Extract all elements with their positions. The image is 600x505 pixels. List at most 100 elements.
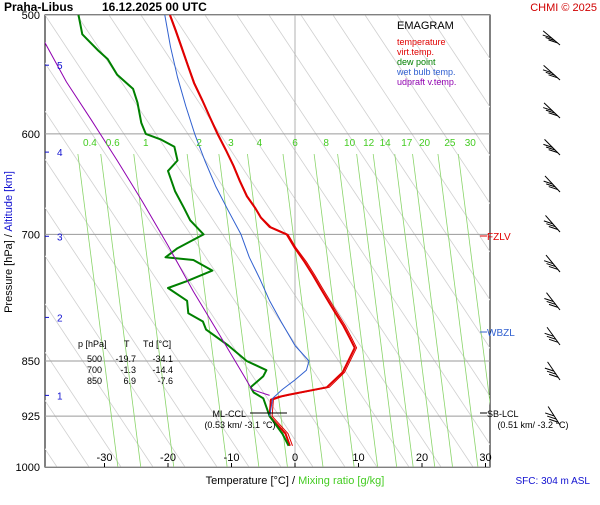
- temperature-tick-label: 30: [479, 452, 491, 464]
- mixing-ratio-label: 4: [257, 138, 263, 149]
- sb-lcl-label: SB-LCL: [487, 409, 519, 419]
- adiabat-line: [108, 15, 410, 467]
- wind-barb: [543, 139, 561, 156]
- altitude-tick-label: 5: [57, 61, 63, 72]
- series-dew-point-line: [77, 15, 290, 447]
- adiabat-line: [236, 15, 490, 397]
- table-cell: -14.4: [152, 365, 173, 375]
- table-cell: -1.3: [120, 365, 136, 375]
- table-header-p: p [hPa]: [78, 339, 107, 349]
- wind-barb: [542, 64, 561, 81]
- legend-item: temperature: [397, 37, 446, 47]
- series-wet-bulb-temp-line: [164, 15, 310, 417]
- mixing-ratio-label: 20: [419, 138, 431, 149]
- wind-barb: [544, 292, 561, 311]
- level-annotations: FZLV WBZL ML-CCL (0.53 km/ -3.1 °C) SB-L…: [204, 232, 568, 430]
- legend-item: wet bulb temp.: [396, 67, 456, 77]
- adiabat-line: [45, 207, 218, 467]
- legend-item: dew point: [397, 57, 436, 67]
- wind-barb: [543, 175, 561, 193]
- pressure-tick-label: 500: [22, 10, 40, 22]
- mixing-ratio-label: 6: [292, 138, 298, 149]
- series-udpraft-v-temp-line: [45, 41, 270, 396]
- adiabat-line: [45, 255, 186, 467]
- temperature-tick-label: 0: [292, 452, 298, 464]
- mixing-ratio-line: [100, 153, 142, 467]
- series-virt-temp-line: [170, 15, 358, 446]
- adiabat-line: [557, 15, 600, 467]
- adiabat-line: [45, 303, 154, 467]
- adiabat-line: [76, 15, 378, 467]
- mixing-ratio-line: [337, 153, 379, 467]
- temperature-tick-label: 20: [416, 452, 428, 464]
- adiabat-line: [45, 158, 250, 467]
- fzlv-label: FZLV: [487, 232, 511, 243]
- adiabat-line: [204, 15, 490, 446]
- mixing-ratio-line: [412, 153, 453, 467]
- adiabat-line: [589, 15, 600, 467]
- adiabat-line: [364, 15, 490, 205]
- wind-barb: [543, 215, 561, 233]
- altitude-tick-label: 1: [57, 391, 63, 402]
- table-header-td: Td [°C]: [143, 339, 171, 349]
- mixing-ratio-label: 14: [380, 138, 392, 149]
- pressure-tick-label: 600: [22, 129, 40, 141]
- table-cell: 700: [87, 365, 102, 375]
- mixing-ratio-label: 0.4: [83, 138, 97, 149]
- adiabat-line: [45, 351, 122, 467]
- adiabat-line: [396, 15, 490, 156]
- mixing-ratio-line: [394, 153, 436, 467]
- station-name: Praha-Libus: [4, 0, 74, 14]
- wind-barb: [543, 254, 561, 273]
- adiabat-line: [268, 15, 490, 349]
- adiabat-line: [428, 15, 490, 108]
- mixing-ratio-label: 0.6: [106, 138, 120, 149]
- pressure-tick-label: 700: [22, 229, 40, 241]
- adiabat-line: [332, 15, 490, 253]
- sounding-series: [45, 15, 358, 447]
- legend-item: udpraft v.temp.: [397, 77, 456, 87]
- wind-barb: [545, 406, 561, 426]
- temperature-tick-label: -30: [97, 452, 113, 464]
- mixing-ratio-line: [356, 153, 398, 467]
- wind-barb: [542, 30, 561, 46]
- temperature-tick-label: -10: [224, 452, 240, 464]
- table-cell: -7.6: [157, 376, 173, 386]
- wind-barb: [544, 326, 561, 346]
- table-cell: 850: [87, 376, 102, 386]
- mixing-ratio-line: [457, 153, 490, 406]
- surface-elevation-note: SFC: 304 m ASL: [516, 476, 591, 487]
- wind-barb: [544, 361, 561, 381]
- adiabat-line: [172, 15, 474, 467]
- table-cell: 500: [87, 354, 102, 364]
- mixing-ratio-label: 17: [401, 138, 413, 149]
- altitude-tick-label: 2: [57, 313, 63, 324]
- mixing-ratio-line: [372, 153, 414, 467]
- mixing-ratio-label: 1: [143, 138, 149, 149]
- mixing-ratio-line: [77, 153, 119, 467]
- mixing-ratio-label: 2: [196, 138, 202, 149]
- mixing-ratio-line: [282, 153, 324, 467]
- table-header-t: T: [124, 339, 130, 349]
- pressure-tick-label: 850: [22, 356, 40, 368]
- x-axis-label: Temperature [°C] / Mixing ratio [g/kg]: [206, 475, 385, 487]
- credit: CHMI © 2025: [530, 2, 597, 14]
- table-cell: 6.9: [123, 376, 136, 386]
- ml-ccl-label: ML-CCL: [212, 409, 246, 419]
- temperature-tick-label: -20: [160, 452, 176, 464]
- pressure-tick-label: 1000: [16, 462, 40, 474]
- legend-title: EMAGRAM: [397, 20, 454, 32]
- legend-item: virt.temp.: [397, 47, 434, 57]
- adiabat-line: [525, 15, 600, 467]
- mixing-ratio-line: [437, 153, 479, 467]
- mixing-ratio-label: 25: [444, 138, 456, 149]
- table-cell: -19.7: [115, 354, 136, 364]
- mixing-ratio-line: [186, 153, 228, 467]
- summary-table: p [hPa] T Td [°C] 500 -19.7 -34.1 700 -1…: [78, 339, 173, 386]
- altitude-tick-label: 3: [57, 232, 63, 243]
- altitude-tick-label: 4: [57, 148, 63, 159]
